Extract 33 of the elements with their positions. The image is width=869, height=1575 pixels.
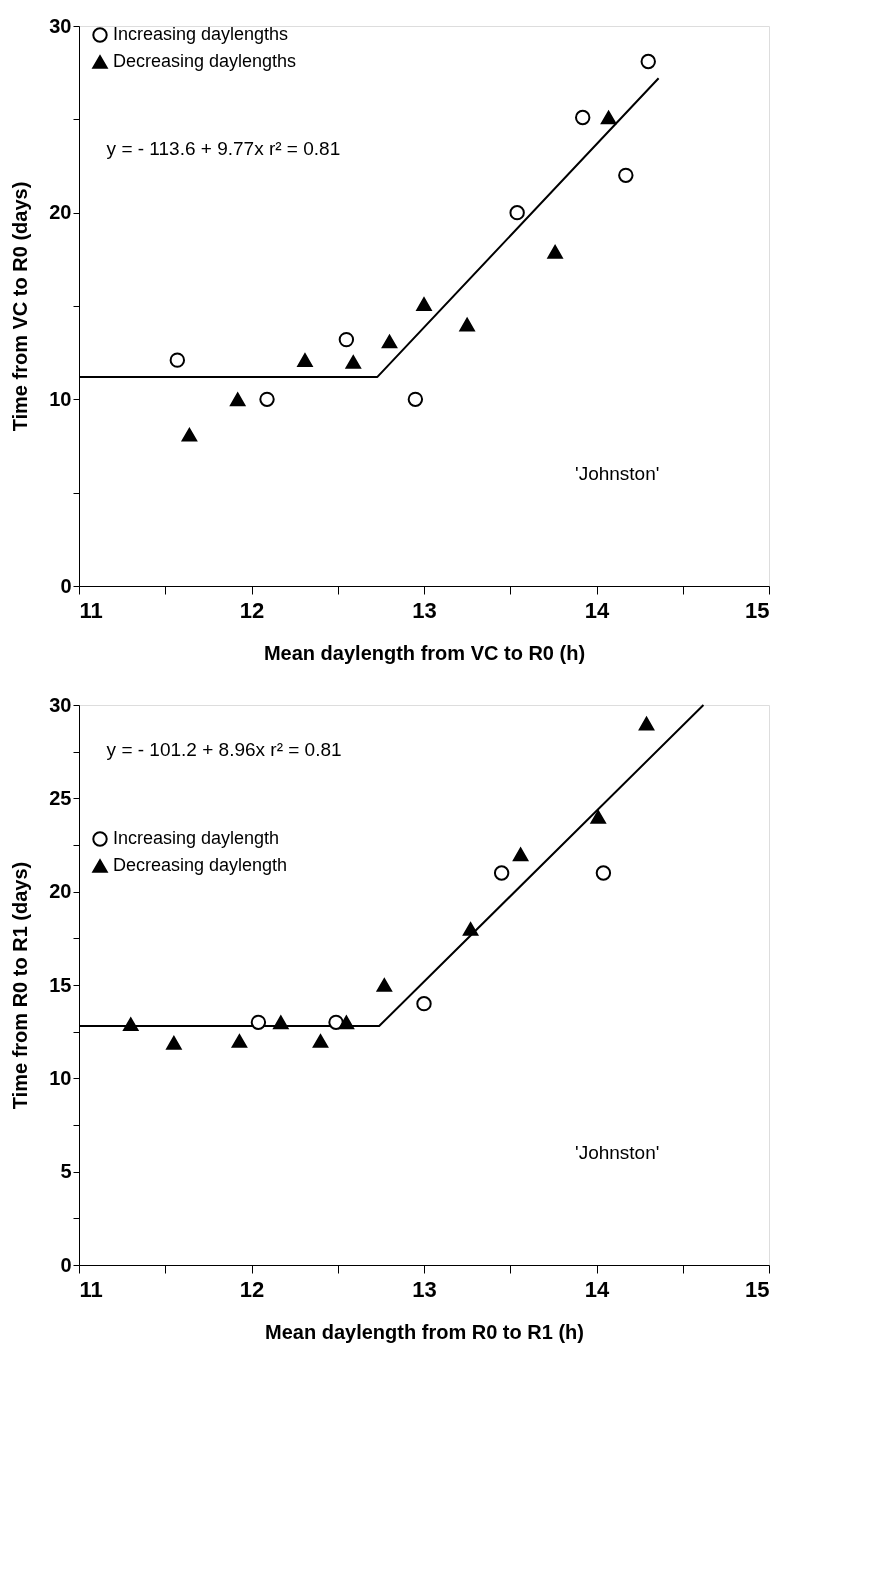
legend-label: Increasing daylength [113,828,280,848]
y-tick-label: 0 [60,574,72,597]
y-tick-label: 30 [49,693,72,716]
x-axis-title: Mean daylength from VC to R0 (h) [263,641,586,664]
x-tick-label: 15 [745,597,770,623]
y-tick-label: 15 [49,973,72,996]
y-tick-label: 30 [49,14,72,37]
x-tick-label: 14 [584,597,610,623]
x-tick-label: 12 [239,597,265,623]
y-tick-label: 10 [49,387,72,410]
x-tick-label: 13 [412,597,437,623]
x-tick-label: 11 [79,597,103,623]
y-tick-label: 20 [49,201,72,224]
x-tick-label: 12 [239,1276,265,1302]
y-tick-label: 10 [49,1066,72,1089]
annotation: 'Johnston' [575,463,660,484]
legend-label: Decreasing daylength [113,855,288,875]
x-tick-label: 13 [412,1276,437,1302]
y-axis-title: Time from VC to R0 (days) [9,181,32,432]
legend-label: Decreasing daylengths [113,51,297,71]
y-axis-title: Time from R0 to R1 (days) [9,861,32,1110]
annotation: y = - 113.6 + 9.77x r² = 0.81 [106,138,341,160]
x-axis-title: Mean daylength from R0 to R1 (h) [265,1320,584,1343]
y-tick-label: 5 [60,1160,72,1183]
annotation: 'Johnston' [575,1142,660,1163]
legend-label: Increasing daylengths [113,24,289,44]
y-tick-label: 20 [49,880,72,903]
x-tick-label: 15 [745,1276,770,1302]
x-tick-label: 11 [79,1276,103,1302]
x-tick-label: 14 [584,1276,610,1302]
y-tick-label: 25 [49,786,72,809]
annotation: y = - 101.2 + 8.96x r² = 0.81 [106,738,342,760]
y-tick-label: 0 [60,1253,72,1276]
